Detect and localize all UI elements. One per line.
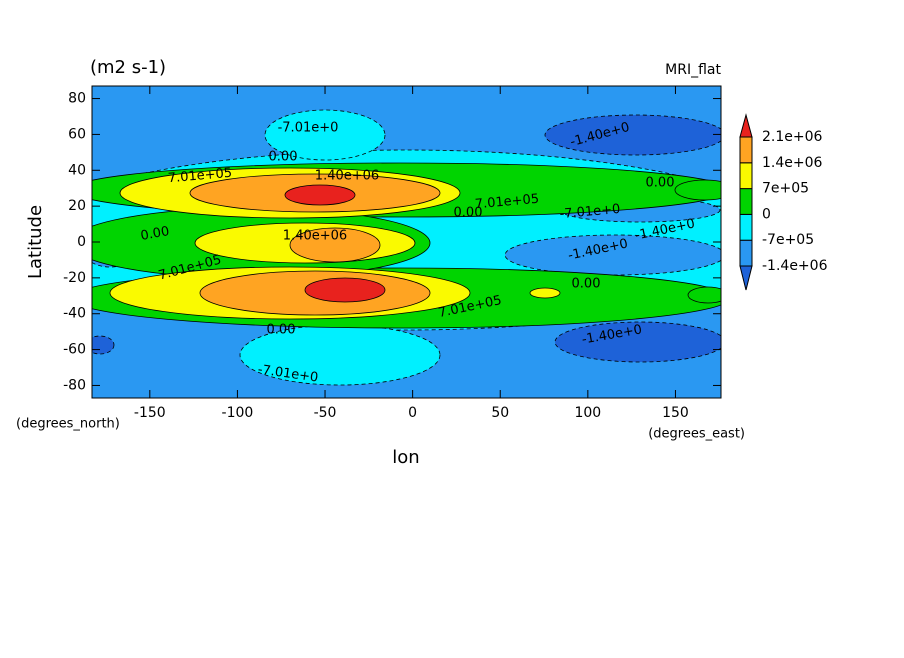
contour-label: 0.00: [646, 176, 675, 191]
colorbar-label: -7e+05: [762, 232, 814, 248]
x-axis-label: lon: [392, 447, 419, 468]
shaded-region: [264, 109, 386, 161]
contour-label: -7.01e+0: [559, 202, 621, 222]
colorbar-label: 2.1e+06: [762, 129, 823, 145]
contour-label: 7.01e+05: [167, 166, 232, 187]
y-tick-label: -20: [63, 270, 86, 286]
shaded-region: [289, 227, 381, 263]
colorbar-label: 1.4e+06: [762, 155, 823, 171]
y-tick-label: 20: [68, 198, 86, 214]
x-tick-label: -150: [134, 405, 166, 421]
colorbar-label: 7e+05: [762, 181, 809, 197]
contour-label: 7.01e+05: [474, 192, 539, 213]
y-axis-label: Latitude: [25, 205, 46, 279]
x-units: (degrees_east): [648, 427, 745, 442]
contour-label: 0.00: [267, 323, 296, 338]
contour-label: -7.01e+0: [278, 121, 339, 136]
y-tick-label: 80: [68, 91, 86, 107]
shaded-region: [92, 335, 115, 355]
y-tick-label: -60: [63, 342, 86, 358]
y-tick-label: 60: [68, 126, 86, 142]
colorbar-box: [739, 239, 753, 267]
chart-title: (m2 s-1): [90, 57, 166, 78]
y-tick-label: 40: [68, 162, 86, 178]
colorbar-box: [739, 213, 753, 241]
x-tick-label: 100: [574, 405, 601, 421]
x-tick-label: -100: [222, 405, 254, 421]
contour-label: 0.00: [269, 150, 298, 165]
contour-label: 0.00: [139, 224, 170, 244]
contour-field: -7.01e+00.007.01e+05 1.40e+06 0.007.01e+05…: [92, 86, 721, 398]
colorbar-label: 0: [762, 206, 771, 222]
contour-label: 1.40e+06: [315, 169, 379, 184]
shaded-region: [529, 287, 561, 299]
shaded-region: [674, 179, 721, 201]
shaded-region: [554, 321, 721, 363]
colorbar-arrow: [739, 113, 753, 138]
shaded-region: [284, 184, 356, 206]
shaded-region: [687, 286, 721, 304]
shaded-region: [304, 277, 386, 303]
y-tick-label: 0: [77, 234, 86, 250]
contour-label: 1.40e+06: [283, 229, 347, 244]
x-tick-label: 150: [662, 405, 689, 421]
shaded-region: [239, 324, 441, 386]
colorbar-arrow: [739, 265, 753, 291]
contour-label: 0.00: [454, 206, 483, 221]
shaded-region: [544, 114, 721, 156]
chart-subtitle: MRI_flat: [665, 62, 721, 78]
x-tick-label: 0: [408, 405, 417, 421]
colorbar-label: -1.4e+06: [762, 258, 828, 274]
y-units: (degrees_north): [16, 417, 120, 432]
colorbar-box: [739, 188, 753, 215]
colorbar-box: [739, 162, 753, 190]
y-tick-label: -80: [63, 377, 86, 393]
overlay: -150 -100 -50 0 50 100 150 -80 -60 -40 -20 0 20 40 60 8…: [63, 85, 828, 421]
y-tick-label: -40: [63, 306, 86, 322]
contour-label: 0.00: [572, 277, 601, 292]
x-tick-label: -50: [314, 405, 337, 421]
x-tick-label: 50: [491, 405, 509, 421]
colorbar-box: [739, 136, 753, 164]
